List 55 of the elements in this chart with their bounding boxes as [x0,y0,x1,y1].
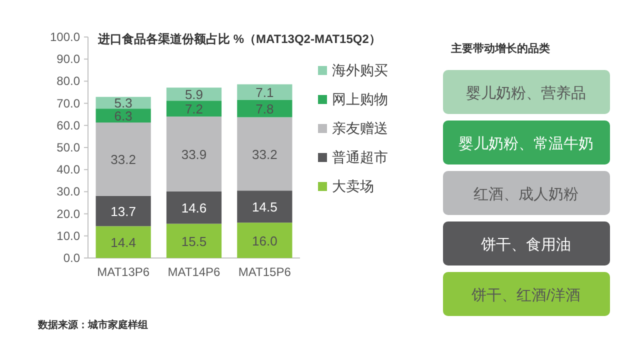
data-label: 7.8 [256,102,274,117]
data-label: 7.1 [256,85,274,100]
legend-label: 大卖场 [332,178,374,194]
text: 婴儿奶粉、营养品 [466,85,586,102]
bar [166,116,222,192]
y-tick-label: 90.0 [56,52,80,66]
text: 主要带动增长的品类 [450,42,550,55]
y-tick-label: 0.0 [63,251,80,265]
data-label: 14.4 [110,235,136,250]
text: 饼干、红酒/洋酒 [470,287,581,304]
data-label: 33.2 [252,146,278,162]
data-label: 14.6 [181,200,207,216]
bar [166,224,222,258]
bar [237,84,292,100]
bar [237,100,292,118]
y-tick-label: 50.0 [56,140,80,154]
x-tick-label: MAT15P6 [238,265,292,279]
bar [237,222,292,258]
x-tick-label: MAT13P6 [97,265,150,279]
data-label: 15.5 [181,234,207,249]
legend-label: 网上购物 [332,91,388,107]
data-label: 16.0 [252,233,278,248]
bar [96,226,151,258]
y-tick-label: 20.0 [56,206,80,221]
data-label: 13.7 [110,204,136,220]
y-tick-label: 80.0 [56,74,80,88]
bar [237,117,292,191]
legend-label: 亲友赠送 [332,120,388,136]
chart-title: 进口食品各渠道份额占比 %（MAT13Q2-MAT15Q2） [97,32,381,46]
y-tick-label: 40.0 [56,162,80,177]
legend-label: 海外购买 [332,62,388,78]
text: 饼干、食用油 [480,236,571,254]
source-note: 数据来源：城市家庭样组 [37,319,148,331]
text: 红酒、成人奶粉 [474,186,578,203]
y-tick-label: 70.0 [56,96,80,110]
data-label: 33.9 [181,147,207,162]
data-label: 5.3 [114,96,132,111]
bar [96,108,151,123]
legend-label: 普通超市 [332,149,388,165]
data-label: 14.5 [252,200,278,215]
bar [166,191,222,224]
bar [237,190,292,223]
bar [166,100,222,117]
data-label: 33.2 [110,152,136,168]
data-label: 7.2 [184,102,204,117]
data-label: 5.9 [184,87,204,102]
bar [96,196,151,226]
y-tick-label: 10.0 [56,228,80,243]
text: 婴儿奶粉、常温牛奶 [458,136,594,152]
x-tick-label: MAT14P6 [168,265,221,279]
bar [96,122,151,196]
y-tick-label: 100.0 [50,30,80,44]
y-tick-label: 60.0 [56,118,80,132]
y-tick-label: 30.0 [56,184,80,199]
data-label: 6.3 [114,108,132,124]
